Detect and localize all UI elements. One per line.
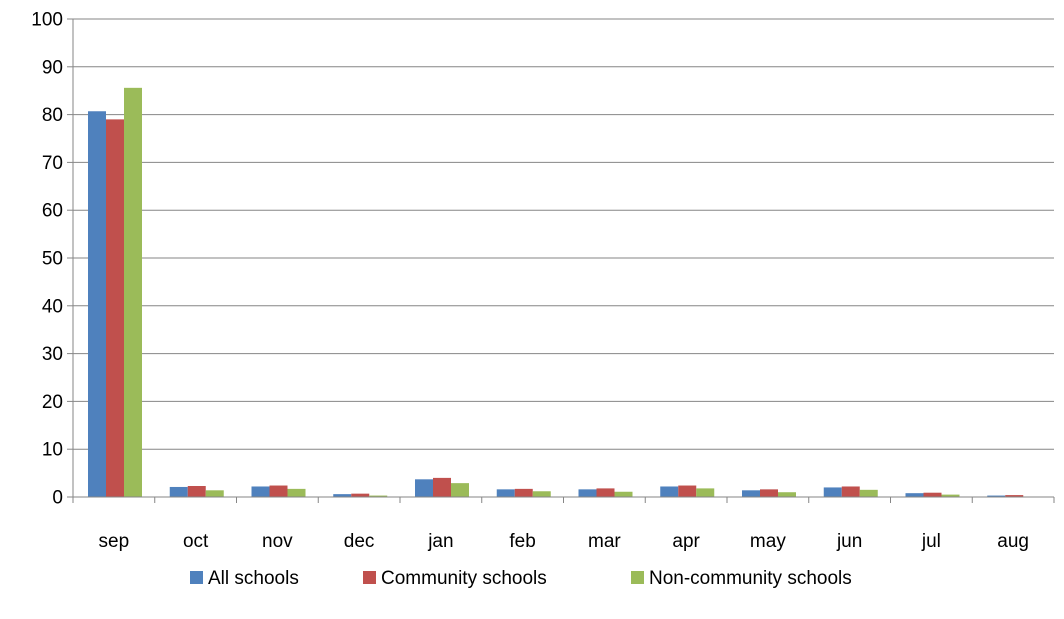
bar-nov-series-1 <box>251 486 270 497</box>
x-category-label: jun <box>836 531 862 552</box>
bar-aug-series-1 <box>987 495 1006 497</box>
x-category-label: apr <box>672 531 700 552</box>
legend-label-series-3: Non-community schools <box>649 568 852 589</box>
bar-may-series-2 <box>760 489 778 497</box>
bar-oct-series-3 <box>205 490 224 497</box>
bar-feb-series-2 <box>514 488 533 497</box>
legend-swatch-series-2 <box>363 571 376 584</box>
x-category-label: nov <box>262 531 293 552</box>
bar-mar-series-2 <box>596 488 615 497</box>
bar-jan-series-3 <box>451 483 469 497</box>
axes <box>67 18 1055 503</box>
bar-dec-series-2 <box>351 493 370 497</box>
gridlines <box>73 18 1054 450</box>
bar-may-series-3 <box>778 492 796 497</box>
bar-jul-series-2 <box>923 492 942 497</box>
legend: All schools Community schools Non-communit… <box>190 568 852 589</box>
bar-jun-series-1 <box>823 487 842 497</box>
x-category-label: jan <box>427 531 453 552</box>
y-axis-tick-labels: 0 10 20 30 40 50 60 70 80 90 100 <box>31 10 63 509</box>
y-tick-label: 90 <box>42 57 63 78</box>
bar-mar-series-1 <box>578 489 597 497</box>
y-tick-label: 50 <box>42 249 63 270</box>
y-tick-label: 60 <box>42 201 63 222</box>
bar-jun-series-3 <box>859 489 878 497</box>
x-category-label: sep <box>99 531 130 552</box>
bar-sep-series-1 <box>88 111 106 497</box>
x-category-label: oct <box>183 531 209 552</box>
x-category-label: dec <box>344 531 375 552</box>
bar-apr-series-1 <box>660 486 679 497</box>
y-tick-label: 70 <box>42 153 63 174</box>
legend-label-series-2: Community schools <box>381 568 547 589</box>
y-tick-label: 80 <box>42 105 63 126</box>
legend-swatch-series-3 <box>631 571 644 584</box>
bar-jan-series-2 <box>433 477 451 497</box>
legend-swatch-series-1 <box>190 571 203 584</box>
bar-apr-series-2 <box>678 485 697 497</box>
x-category-label: aug <box>997 531 1029 552</box>
bar-aug-series-2 <box>1005 495 1024 497</box>
x-category-label: jul <box>921 531 941 552</box>
y-tick-label: 0 <box>52 488 63 509</box>
bar-sep-series-2 <box>106 119 124 497</box>
bar-nov-series-2 <box>269 485 288 497</box>
y-tick-label: 20 <box>42 392 63 413</box>
bar-dec-series-3 <box>369 495 388 497</box>
x-category-label: mar <box>588 531 621 552</box>
bar-jan-series-1 <box>415 479 433 497</box>
bar-dec-series-1 <box>333 494 352 497</box>
bar-may-series-1 <box>742 490 760 497</box>
bar-oct-series-1 <box>169 486 188 497</box>
bar-mar-series-3 <box>614 491 633 497</box>
bar-jul-series-1 <box>905 493 924 497</box>
bar-nov-series-3 <box>287 488 306 497</box>
bar-feb-series-1 <box>496 489 515 497</box>
y-tick-label: 100 <box>31 10 63 31</box>
legend-label-series-1: All schools <box>208 568 299 589</box>
bar-feb-series-3 <box>532 491 551 497</box>
y-tick-label: 30 <box>42 344 63 365</box>
x-category-label: feb <box>509 531 535 552</box>
y-tick-label: 10 <box>42 440 63 461</box>
bar-jul-series-3 <box>941 494 960 497</box>
bar-sep-series-3 <box>124 87 142 497</box>
y-tick-label: 40 <box>42 296 63 317</box>
x-axis-category-labels: sep oct nov dec jan feb mar apr may jun jul aug <box>99 531 1029 552</box>
bars <box>88 87 1042 497</box>
bar-apr-series-3 <box>696 488 715 497</box>
bar-jun-series-2 <box>841 486 860 497</box>
x-category-label: may <box>750 531 786 552</box>
bar-oct-series-2 <box>187 486 206 497</box>
